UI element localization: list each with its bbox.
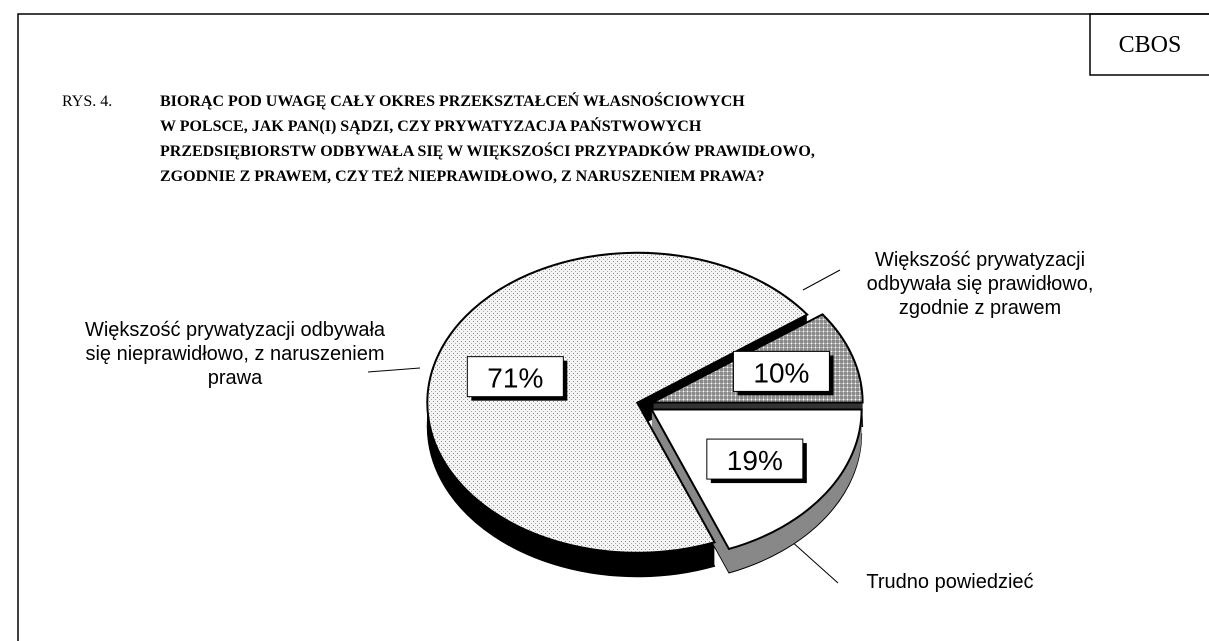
value-label: 19% (727, 445, 783, 476)
value-label-box (466, 356, 564, 398)
leader-line (789, 539, 839, 584)
chart-title: BIORĄC POD UWAGĘ CAŁY OKRES PRZEKSZTAŁCE… (160, 91, 745, 110)
leader-line (802, 269, 841, 291)
value-label: 10% (753, 357, 809, 388)
source-box (1089, 13, 1209, 76)
chart-title: W POLSCE, JAK PAN(I) SĄDZI, CZY PRYWATYZ… (160, 116, 702, 135)
source: CBOS (1119, 32, 1182, 58)
frame (17, 13, 1209, 641)
value-label-box (706, 438, 804, 480)
value-label: 71% (487, 363, 543, 394)
figure-label: RYS. 4. (62, 93, 112, 110)
category-label: Większość prywatyzacji odbywała się niep… (84, 319, 386, 389)
chart-title: PRZEDSIĘBIORSTW ODBYWAŁA SIĘ W WIĘKSZOŚC… (160, 141, 815, 160)
category-label: Większość prywatyzacji odbywała się praw… (866, 249, 1094, 319)
value-label-box (732, 350, 830, 392)
slice (426, 251, 809, 554)
chart-title: ZGODNIE Z PRAWEM, CZY TEŻ NIEPRAWIDŁOWO,… (160, 166, 765, 185)
leader-line (367, 367, 421, 373)
category-label: Trudno powiedzieć (866, 571, 1034, 593)
